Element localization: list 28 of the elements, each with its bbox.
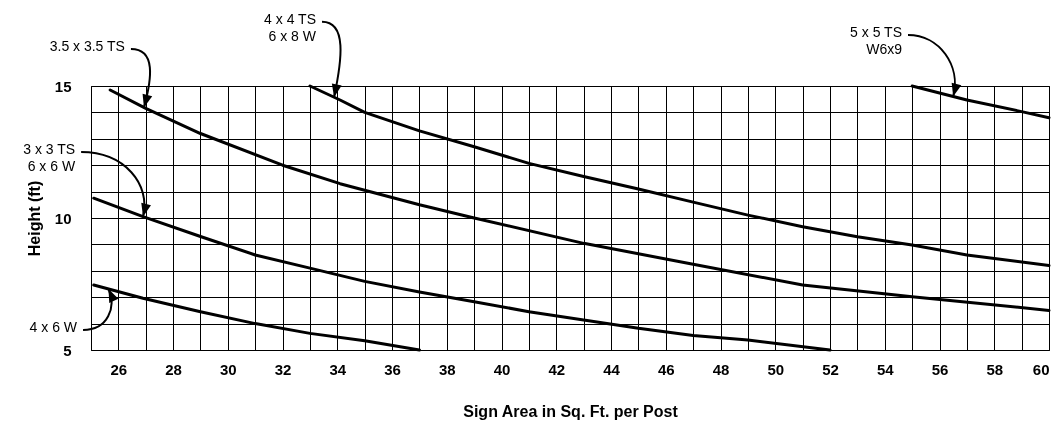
x-tick-label: 30 (220, 360, 237, 378)
text: 3 x 3 TS 6 x 6 W (23, 141, 76, 175)
x-tick-label: 32 (274, 360, 292, 378)
text: 4 x 4 TS 6 x 8 W (264, 10, 317, 44)
y-tick-label: 15 (54, 77, 72, 95)
y-tick-label: 10 (54, 209, 72, 227)
x-axis-title: Sign Area in Sq. Ft. per Post (463, 402, 679, 420)
y-tick-label: 5 (63, 341, 72, 359)
x-tick-label: 28 (165, 360, 182, 378)
x-tick-label: 50 (767, 360, 785, 378)
x-tick-label: 48 (712, 360, 730, 378)
x-tick-label: 58 (986, 360, 1004, 378)
x-tick-label: 38 (438, 360, 456, 378)
x-tick-label: 54 (876, 360, 895, 378)
x-tick-label: 42 (548, 360, 566, 378)
x-tick-label: 46 (657, 360, 675, 378)
text: 5 x 5 TS W6x9 (850, 24, 903, 58)
y-axis-title: Height (ft) (25, 180, 43, 257)
x-tick-label: 36 (384, 360, 401, 378)
x-tick-label: 60 (1032, 360, 1050, 378)
x-tick-label: 44 (603, 360, 621, 378)
text: 3.5 x 3.5 TS (49, 38, 125, 55)
x-tick-label: 56 (931, 360, 949, 378)
x-tick-label: 40 (493, 360, 511, 378)
x-tick-label: 52 (822, 360, 839, 378)
x-tick-label: 26 (110, 360, 128, 378)
text: 4 x 6 W (29, 318, 78, 335)
x-tick-label: 34 (329, 360, 347, 378)
